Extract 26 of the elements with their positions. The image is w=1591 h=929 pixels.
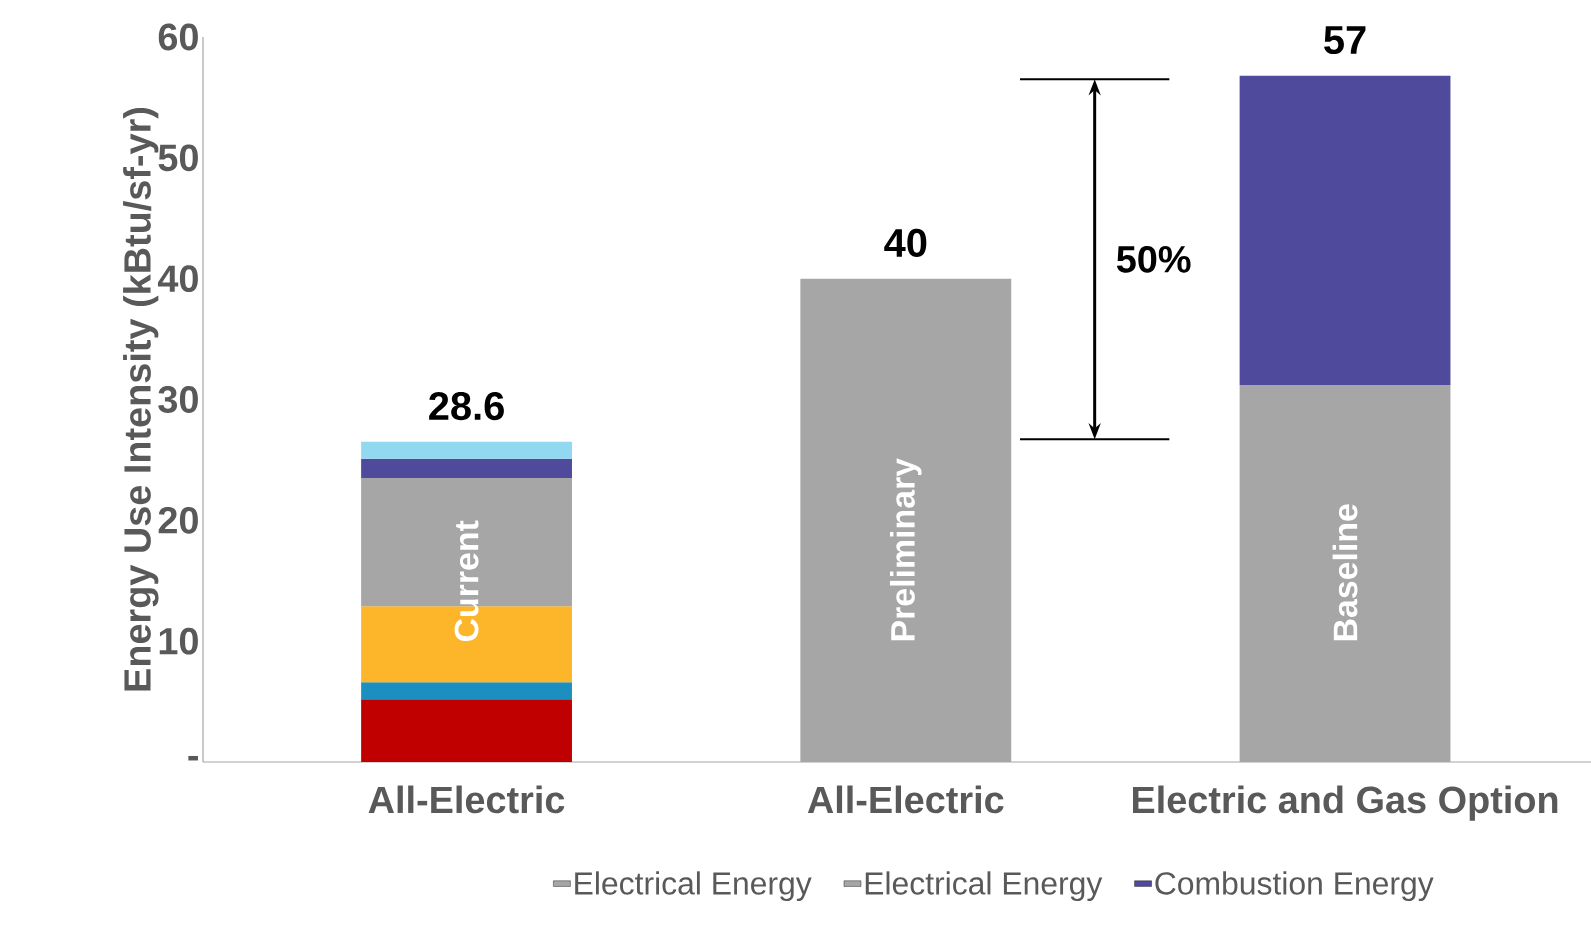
- y-tick-label: 40: [157, 265, 198, 293]
- legend-label: Electrical Energy: [865, 871, 1103, 902]
- x-tick-label: All-Electric: [368, 785, 565, 814]
- x-tick-label: All-Electric: [807, 785, 1004, 814]
- y-tick-label: 10: [159, 627, 198, 655]
- annotation: 28.6: [429, 391, 504, 421]
- annotation: Preliminary: [890, 458, 922, 641]
- legend-label: Combustion Energy: [1155, 871, 1434, 902]
- y-tick-label: 60: [158, 23, 198, 51]
- legend-label: Electrical Energy: [575, 871, 812, 902]
- annotation: 57: [1324, 26, 1366, 55]
- bar: [361, 682, 572, 700]
- y-tick-label: -: [188, 755, 198, 761]
- y-tick-label: 30: [158, 386, 198, 413]
- y-tick-label: 20: [158, 506, 198, 534]
- bar: [361, 458, 572, 479]
- bar: [361, 441, 572, 459]
- bar: [1239, 75, 1451, 385]
- annotation: Current: [454, 520, 479, 642]
- annotation: 50%: [1116, 245, 1191, 273]
- annotation: 40: [884, 228, 927, 258]
- y-tick-label: 50: [158, 144, 198, 172]
- annotation: Baseline: [1332, 504, 1358, 641]
- bar: [361, 699, 572, 762]
- y-axis-title: Energy Use Intensity (kBtu/sf-yr): [123, 107, 159, 691]
- x-tick-label: Electric and Gas Option: [1132, 785, 1558, 821]
